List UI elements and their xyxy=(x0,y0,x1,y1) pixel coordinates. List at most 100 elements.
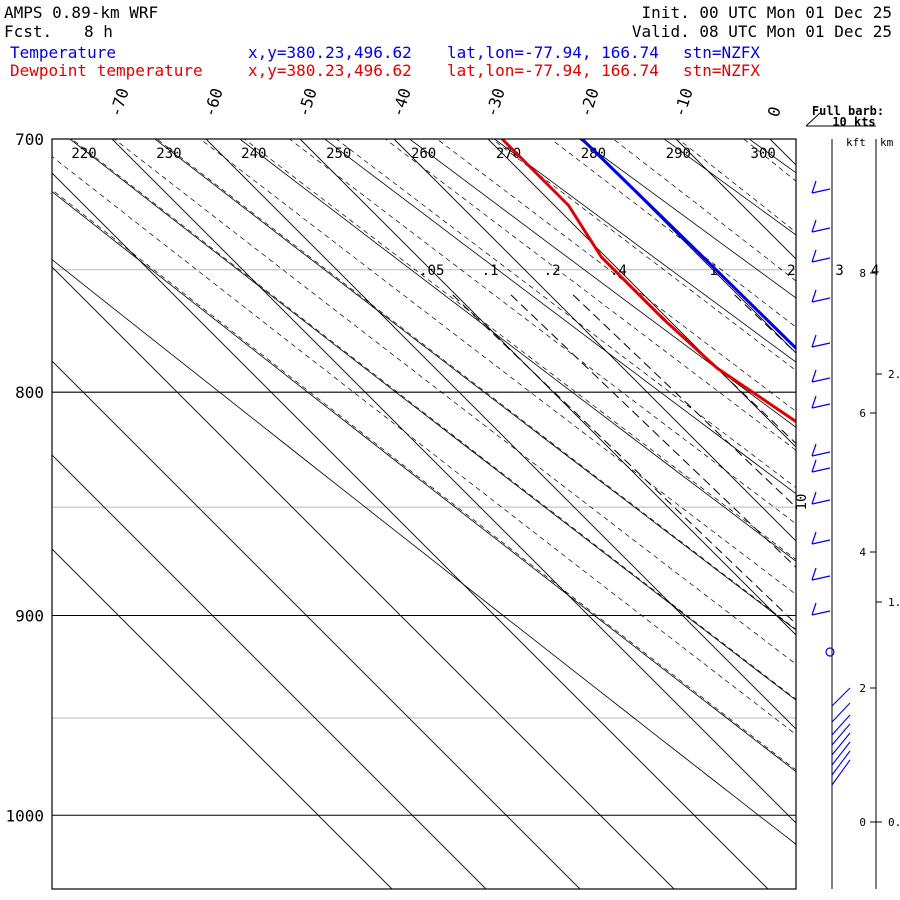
moist-adiabat-line xyxy=(52,189,796,771)
isotherm-line xyxy=(299,139,796,636)
wind-speed-label: 10 xyxy=(794,494,810,511)
mixing-ratio-line xyxy=(734,294,796,354)
moist-adiabat-line xyxy=(335,139,796,489)
mixing-ratio-label: 4 xyxy=(871,263,879,279)
theta-label: 300 xyxy=(751,146,776,162)
theta-label: 230 xyxy=(156,146,181,162)
wind-barb xyxy=(811,289,831,303)
pressure-tick-label: 900 xyxy=(15,606,44,625)
moist-adiabat-line xyxy=(71,139,796,700)
moist-adiabat-line xyxy=(113,139,796,665)
isotherm-line xyxy=(769,139,796,166)
mixing-ratio-label: 2 xyxy=(787,263,795,279)
wind-barb xyxy=(811,443,831,457)
isotherm-line xyxy=(487,139,796,448)
legend-dewpoint-name: Dewpoint temperature xyxy=(10,61,203,80)
mixing-ratio-label: .05 xyxy=(419,263,444,279)
moist-adiabat-line xyxy=(52,156,796,736)
init-time: Init. 00 UTC Mon 01 Dec 25 xyxy=(641,3,892,22)
legend-dewpoint-latlon: lat,lon=-77.94, 166.74 xyxy=(447,61,659,80)
theta-label: 260 xyxy=(411,146,436,162)
calm-wind-circle xyxy=(825,647,835,657)
wind-barb-flag xyxy=(811,443,817,457)
barb-key-symbol xyxy=(805,112,821,127)
low-level-wind-barb xyxy=(831,759,851,786)
wind-barb xyxy=(811,491,831,505)
isotherm-line xyxy=(864,139,900,890)
dry-adiabat-line xyxy=(408,139,796,428)
temperature-tick-label: -20 xyxy=(576,86,603,119)
wind-barb-staff xyxy=(811,257,831,263)
legend-dewpoint-xy: x,y=380.23,496.62 xyxy=(248,61,412,80)
legend-temperature-name: Temperature xyxy=(10,43,116,62)
model-title: AMPS 0.89-km WRF xyxy=(4,3,159,22)
plot-frame xyxy=(51,138,797,890)
moist-adiabat-line xyxy=(156,139,796,630)
dry-adiabat-line xyxy=(663,139,796,236)
mixing-ratio-line xyxy=(452,294,796,625)
isotherm-line xyxy=(52,360,581,889)
wind-barb-staff xyxy=(811,575,831,581)
mixing-ratio-label: .4 xyxy=(610,263,627,279)
wind-barb-flag xyxy=(811,334,817,348)
wind-barb-flag xyxy=(811,491,817,505)
mixing-ratio-line xyxy=(639,294,796,445)
barb-key-title: Full barb: xyxy=(812,104,884,118)
wind-barb-flag xyxy=(811,567,817,581)
low-level-wind-barb xyxy=(831,741,851,766)
temperature-profile-line xyxy=(580,139,796,351)
dry-adiabat-line xyxy=(239,139,796,562)
valid-time: Valid. 08 UTC Mon 01 Dec 25 xyxy=(631,22,892,41)
theta-label: 240 xyxy=(241,146,266,162)
forecast-label: Fcst. xyxy=(4,22,53,41)
mixing-ratio-label: 3 xyxy=(835,263,843,279)
isotherm-line xyxy=(393,139,796,542)
theta-label: 290 xyxy=(666,146,691,162)
mixing-ratio-label: 1 xyxy=(709,263,717,279)
barb-key-speed: 10 kts xyxy=(832,115,875,129)
low-level-wind-barb xyxy=(831,750,851,776)
legend-temperature-latlon: lat,lon=-77.94, 166.74 xyxy=(447,43,659,62)
wind-barb-staff xyxy=(811,227,831,233)
km-tick-label: 0. xyxy=(888,816,900,829)
isotherm-line xyxy=(111,139,796,824)
wind-barb-staff xyxy=(811,499,831,505)
wind-barb-staff xyxy=(811,610,831,616)
dry-adiabat-line xyxy=(324,139,796,495)
wind-barb xyxy=(811,459,831,473)
wind-barb xyxy=(811,602,831,616)
wind-barb-staff xyxy=(811,539,831,545)
legend-temperature-station: stn=NZFX xyxy=(683,43,761,62)
low-level-wind-barb xyxy=(831,687,851,707)
theta-label: 220 xyxy=(71,146,96,162)
wind-barb xyxy=(811,249,831,263)
wind-barb-staff xyxy=(811,342,831,348)
mixing-ratio-label: .2 xyxy=(544,263,561,279)
kft-tick-label: 2 xyxy=(859,682,866,695)
mixing-ratio-line xyxy=(813,295,900,890)
dewpoint-profile-line xyxy=(501,139,796,424)
wind-barb-flag xyxy=(811,369,817,383)
isotherm-line xyxy=(52,548,393,889)
dry-adiabat-line xyxy=(881,112,900,900)
pressure-tick-label: 700 xyxy=(15,130,44,149)
wind-barb-staff xyxy=(811,297,831,303)
km-tick-label: 1. xyxy=(888,596,900,609)
isotherm-line xyxy=(52,172,769,889)
temperature-tick-label: -10 xyxy=(670,86,697,119)
moist-adiabat-line xyxy=(550,139,796,328)
moist-adiabat-line xyxy=(199,139,796,595)
mixing-ratio-label: .1 xyxy=(482,263,499,279)
dry-adiabat-line xyxy=(52,191,796,773)
kft-tick-label: 0 xyxy=(859,816,866,829)
wind-barb-staff xyxy=(811,377,831,383)
kft-tick-label: 8 xyxy=(859,267,866,280)
moist-adiabat-line xyxy=(384,139,796,451)
wind-barb-flag xyxy=(811,395,817,409)
wind-barb-staff xyxy=(811,403,831,409)
isotherm-line xyxy=(52,266,675,889)
dry-adiabat-line xyxy=(578,139,796,299)
wind-barb-flag xyxy=(811,249,817,263)
low-level-wind-barb xyxy=(831,723,851,746)
